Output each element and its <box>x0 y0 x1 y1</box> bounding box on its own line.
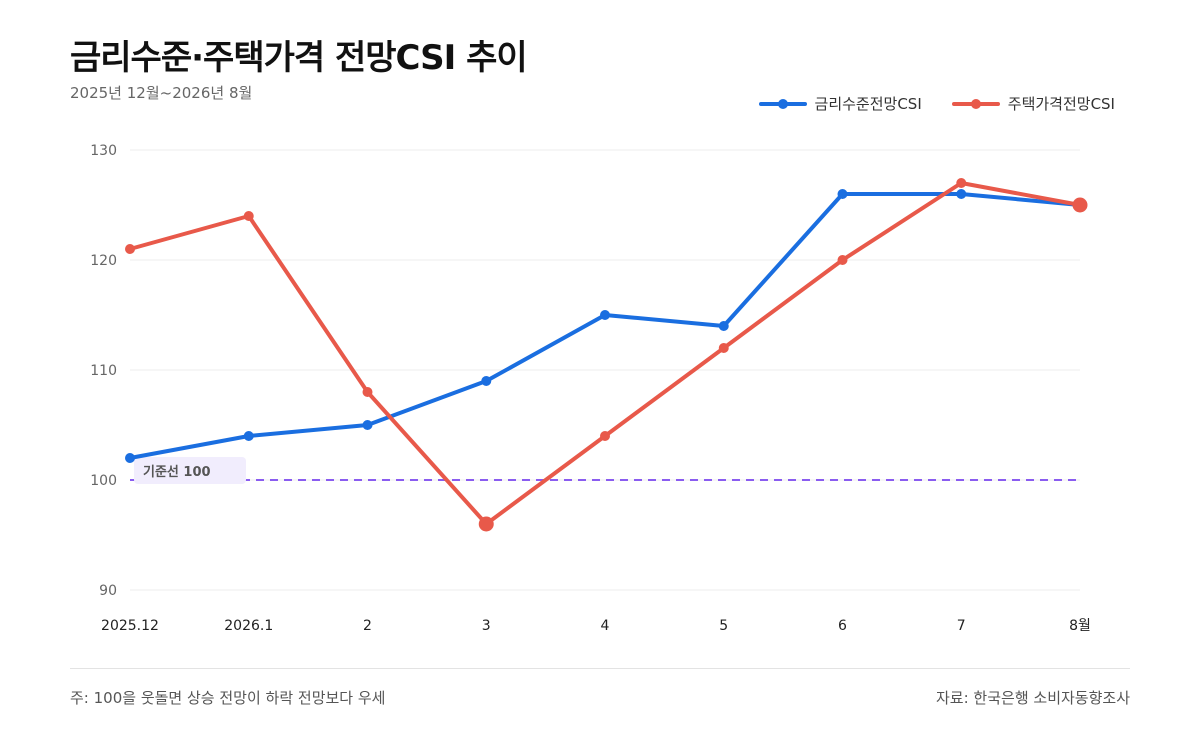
data-point-0 <box>718 321 729 331</box>
chart-legend: 금리수준전망CSI 주택가격전망CSI <box>758 93 1115 114</box>
y-tick-label: 130 <box>90 143 117 159</box>
chart-title: 금리수준·주택가격 전망CSI 추이 <box>70 38 528 78</box>
y-tick-label: 90 <box>99 583 117 599</box>
data-point-1 <box>956 178 967 188</box>
data-point-1 <box>125 244 135 254</box>
data-point-1 <box>362 387 373 397</box>
legend-label-rate: 금리수준전망CSI <box>814 95 922 113</box>
data-point-0 <box>362 420 373 430</box>
data-point-0 <box>600 310 610 320</box>
legend-swatch-rate <box>758 98 807 109</box>
x-tick-label: 2025.12 <box>101 618 159 634</box>
legend-item-rate: 금리수준전망CSI <box>758 93 922 114</box>
data-point-1 <box>243 211 254 221</box>
x-tick-label: 3 <box>482 618 491 634</box>
data-point-1 <box>478 516 494 532</box>
footer-divider <box>70 668 1130 669</box>
data-point-0 <box>956 189 967 199</box>
x-tick-label: 7 <box>957 618 966 634</box>
data-point-1 <box>1072 197 1088 213</box>
data-point-0 <box>243 431 254 441</box>
baseline-layer: 기준선 100 <box>130 457 1080 484</box>
series-layer <box>125 178 1088 532</box>
data-point-0 <box>125 453 135 463</box>
footer-note: 주: 100을 웃돌면 상승 전망이 하락 전망보다 우세 <box>70 689 386 707</box>
data-point-0 <box>837 189 848 199</box>
footer-source: 자료: 한국은행 소비자동향조사 <box>936 689 1130 707</box>
data-point-1 <box>837 255 848 265</box>
baseline-label: 기준선 100 <box>143 464 211 480</box>
y-tick-label: 120 <box>90 253 117 269</box>
data-point-0 <box>481 376 492 386</box>
data-point-1 <box>718 343 729 353</box>
x-axis: 2025.12 2026.1 2 3 4 5 6 7 8월 <box>101 618 1091 634</box>
series-line-0 <box>128 192 1082 460</box>
x-tick-label: 5 <box>719 618 728 634</box>
baseline-label-bg <box>134 457 246 484</box>
legend-label-house: 주택가격전망CSI <box>1007 95 1115 113</box>
x-tick-label: 4 <box>601 618 610 634</box>
grid-layer: 90 100 110 120 130 <box>90 143 1080 599</box>
x-tick-label: 8월 <box>1069 618 1091 634</box>
x-tick-label: 6 <box>838 618 847 634</box>
data-point-1 <box>600 431 610 441</box>
x-tick-label: 2026.1 <box>224 618 273 634</box>
y-tick-label: 100 <box>90 473 117 489</box>
series-line-1 <box>128 181 1082 526</box>
legend-swatch-house <box>951 98 1000 109</box>
legend-item-house: 주택가격전망CSI <box>951 93 1115 114</box>
chart-subtitle: 2025년 12월~2026년 8월 <box>70 84 253 102</box>
x-tick-label: 2 <box>363 618 372 634</box>
y-tick-label: 110 <box>90 363 117 379</box>
